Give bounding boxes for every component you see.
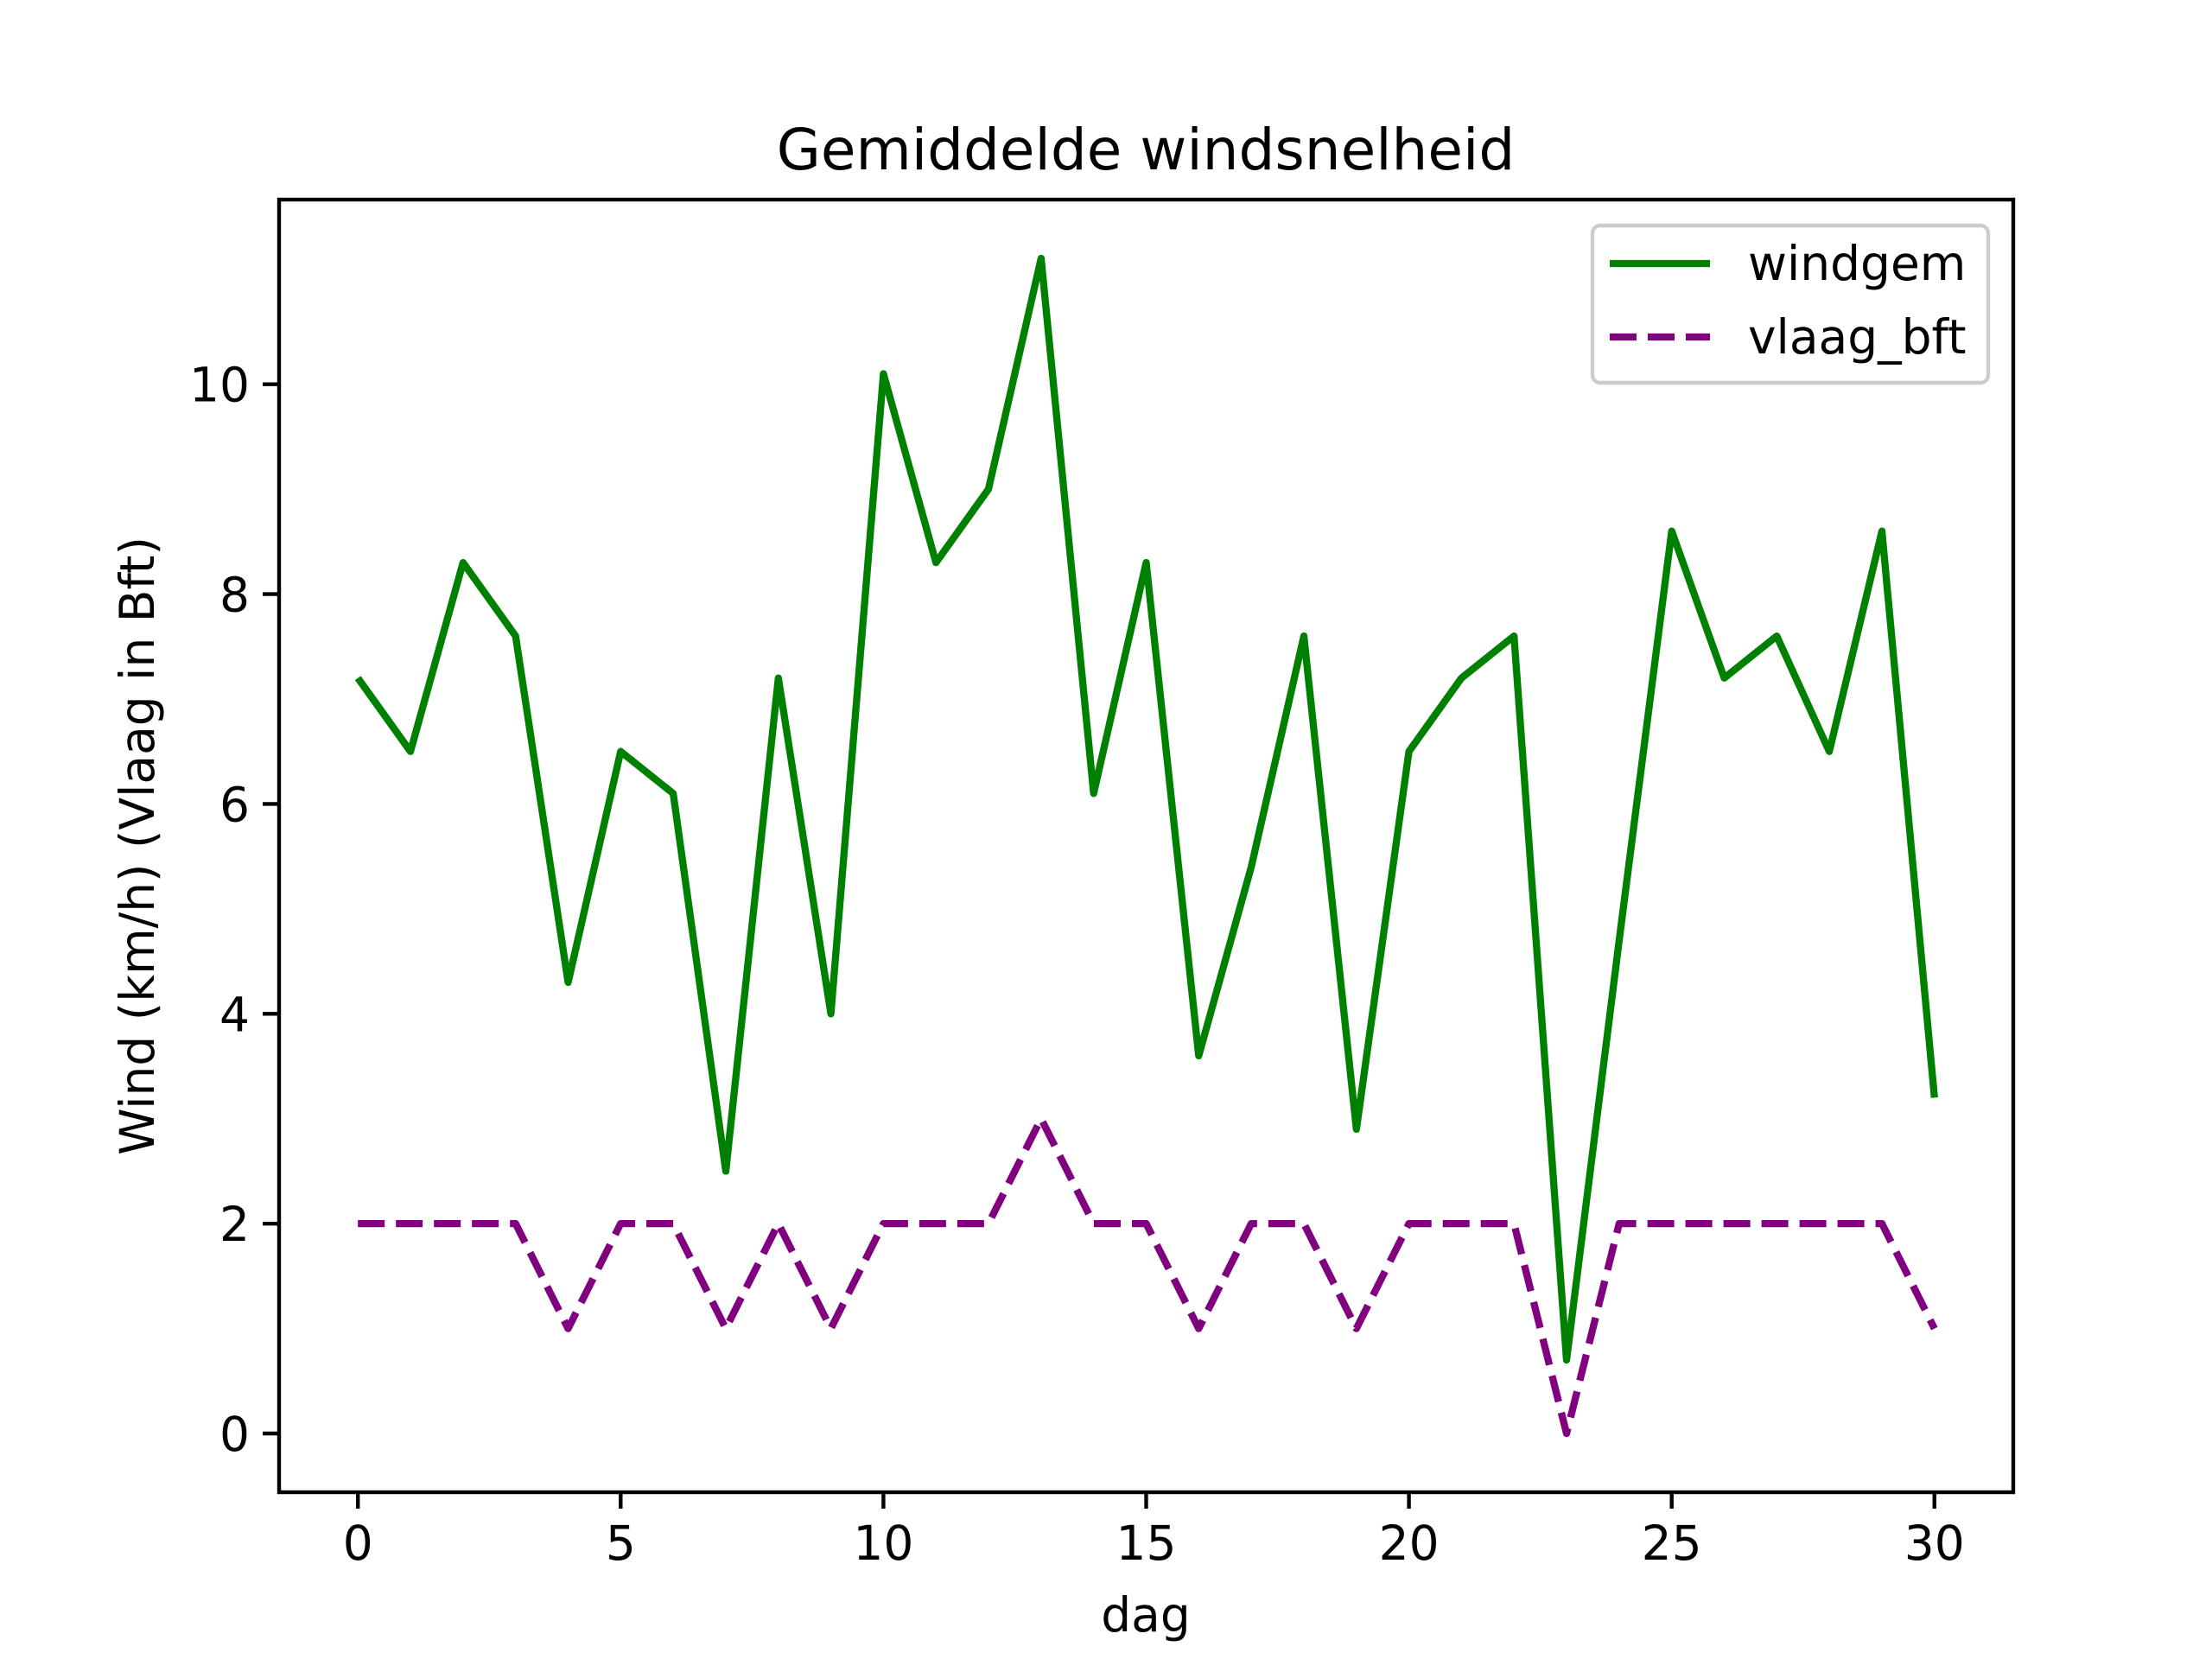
y-tick-label: 10 bbox=[189, 358, 250, 413]
y-tick-label: 0 bbox=[219, 1407, 250, 1462]
x-tick-label: 20 bbox=[1379, 1516, 1440, 1571]
chart-title: Gemiddelde windsnelheid bbox=[777, 117, 1515, 183]
legend: windgem vlaag_bft bbox=[1590, 223, 1991, 385]
x-tick-label: 30 bbox=[1904, 1516, 1965, 1571]
legend-label-windgem: windgem bbox=[1748, 236, 1966, 291]
y-tick-label: 6 bbox=[219, 777, 250, 832]
y-tick-label: 2 bbox=[219, 1197, 250, 1252]
y-tick-label: 4 bbox=[219, 987, 250, 1042]
axes-frame bbox=[276, 197, 2016, 1495]
y-tick-label: 8 bbox=[219, 568, 250, 623]
y-axis-label: Wind (km/h) (Vlaag in Bft) bbox=[110, 537, 165, 1155]
legend-label-vlaag-bft: vlaag_bft bbox=[1748, 309, 1967, 365]
x-tick-label: 5 bbox=[606, 1516, 636, 1571]
series-line-vlaag-bft bbox=[358, 1115, 1938, 1438]
x-tick-label: 15 bbox=[1116, 1516, 1177, 1571]
series-line-windgem bbox=[354, 254, 1938, 1364]
x-tick-label: 25 bbox=[1642, 1516, 1702, 1571]
x-tick-label: 10 bbox=[853, 1516, 913, 1571]
x-tick-label: 0 bbox=[343, 1516, 373, 1571]
x-axis-label: dag bbox=[1101, 1587, 1191, 1643]
